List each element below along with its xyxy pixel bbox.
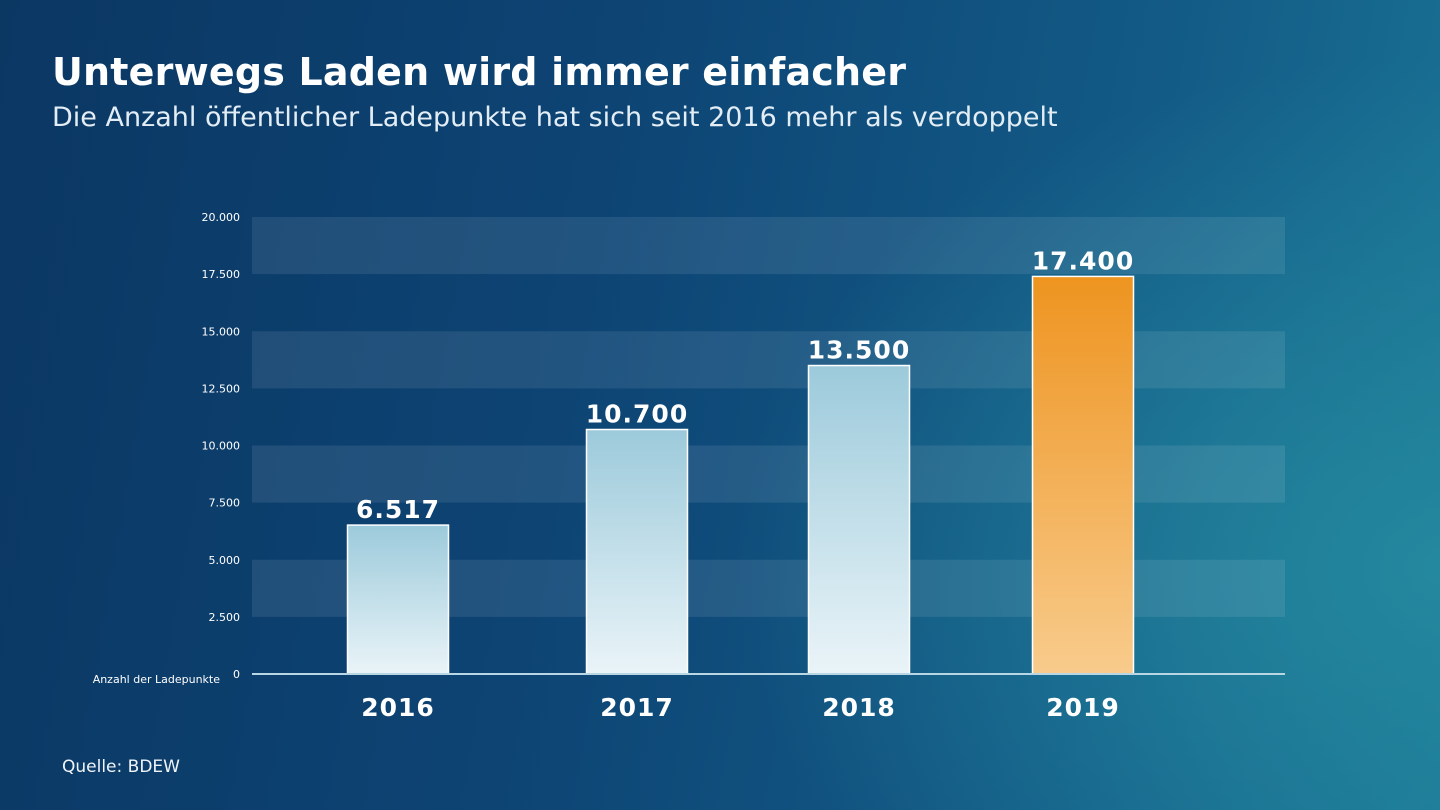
bar-2019: [1031, 275, 1135, 675]
x-tick-label-2018: 2018: [822, 693, 896, 722]
y-tick-label: 17.500: [202, 268, 241, 281]
y-tick-label: 0: [233, 668, 240, 681]
y-tick-label: 7.500: [209, 497, 241, 510]
bars: 6.517 10.700 13.500 17.400: [346, 246, 1135, 675]
y-tick-label: 2.500: [209, 611, 241, 624]
x-axis-labels: 2016 2017 2018 2019: [361, 693, 1120, 722]
y-tick-label: 15.000: [202, 325, 241, 338]
y-tick-label: 20.000: [202, 211, 241, 224]
value-label-2018: 13.500: [808, 336, 910, 365]
x-tick-label-2016: 2016: [361, 693, 435, 722]
y-axis-title: Anzahl der Ladepunkte: [93, 673, 221, 686]
y-tick-label: 10.000: [202, 440, 241, 453]
chart-subtitle: Die Anzahl öffentlicher Ladepunkte hat s…: [52, 102, 1058, 133]
grid-band: [252, 217, 1285, 275]
value-label-2016: 6.517: [356, 495, 440, 524]
bar-2017: [585, 428, 689, 675]
source-note: Quelle: BDEW: [62, 757, 180, 777]
y-tick-label: 5.000: [209, 554, 241, 567]
y-axis-ticks: 0 2.500 5.000 7.500 10.000 12.500 15.000 17.500…: [202, 211, 241, 681]
x-tick-label-2019: 2019: [1046, 693, 1120, 722]
value-label-2017: 10.700: [586, 400, 688, 429]
value-label-2019: 17.400: [1032, 246, 1134, 275]
y-tick-label: 12.500: [202, 382, 241, 395]
chart-title: Unterwegs Laden wird immer einfacher: [52, 50, 907, 94]
x-tick-label-2017: 2017: [600, 693, 674, 722]
bar-2018: [807, 364, 911, 675]
bar-2016: [346, 524, 450, 675]
